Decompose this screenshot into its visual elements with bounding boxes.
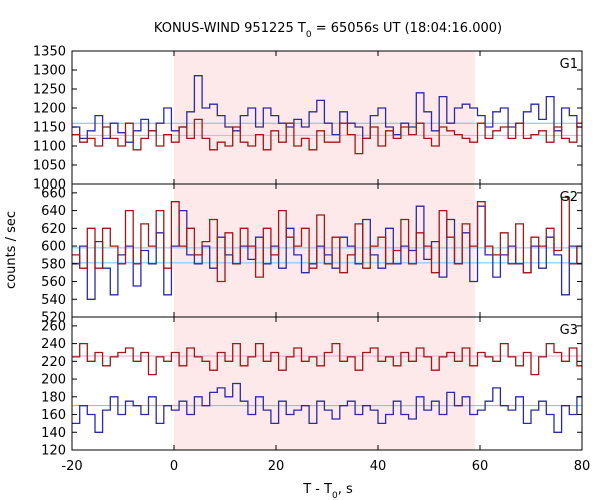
y-tick-label-G1-0: 1000 bbox=[33, 178, 66, 193]
series-G1-1 bbox=[72, 118, 582, 155]
y-tick-label-G1-6: 1300 bbox=[33, 64, 66, 79]
panel-label-G2: G2 bbox=[560, 190, 578, 205]
y-tick-label-G3-3: 180 bbox=[41, 390, 66, 405]
x-tick-label-0: -20 bbox=[61, 459, 82, 474]
y-tick-label-G2-7: 660 bbox=[41, 186, 66, 201]
chart-title: KONUS-WIND 951225 T0 = 65056s UT (18:04:… bbox=[154, 21, 502, 40]
y-tick-label-G2-0: 520 bbox=[41, 311, 66, 326]
series-G2-1 bbox=[72, 196, 582, 283]
series-G2-0 bbox=[72, 205, 582, 300]
y-tick-label-G1-4: 1200 bbox=[33, 102, 66, 117]
y-tick-label-G3-4: 200 bbox=[41, 373, 66, 388]
y-tick-label-G1-5: 1250 bbox=[33, 83, 66, 98]
panel-label-G3: G3 bbox=[560, 323, 578, 338]
y-tick-label-G3-0: 120 bbox=[41, 444, 66, 459]
y-tick-label-G3-2: 160 bbox=[41, 408, 66, 423]
y-tick-label-G2-3: 580 bbox=[41, 257, 66, 272]
y-tick-label-G2-1: 540 bbox=[41, 293, 66, 308]
y-tick-label-G1-1: 1050 bbox=[33, 159, 66, 174]
x-tick-label-4: 60 bbox=[472, 459, 489, 474]
y-tick-label-G1-3: 1150 bbox=[33, 121, 66, 136]
y-tick-label-G3-6: 240 bbox=[41, 337, 66, 352]
y-tick-label-G2-4: 600 bbox=[41, 240, 66, 255]
y-tick-label-G2-2: 560 bbox=[41, 275, 66, 290]
y-tick-label-G3-1: 140 bbox=[41, 426, 66, 441]
x-tick-label-2: 20 bbox=[268, 459, 285, 474]
y-tick-label-G2-6: 640 bbox=[41, 204, 66, 219]
y-tick-label-G2-5: 620 bbox=[41, 222, 66, 237]
x-tick-label-3: 40 bbox=[370, 459, 387, 474]
x-axis-label: T - T0, s bbox=[302, 482, 353, 500]
x-tick-label-1: 0 bbox=[170, 459, 178, 474]
series-G3-0 bbox=[72, 382, 582, 433]
panel-frame-G3 bbox=[71, 316, 583, 451]
series-G3-1 bbox=[72, 342, 582, 376]
panel-label-G1: G1 bbox=[560, 57, 578, 72]
y-axis-label: counts / sec bbox=[4, 211, 19, 289]
y-tick-label-G3-7: 260 bbox=[41, 319, 66, 334]
y-tick-label-G3-5: 220 bbox=[41, 355, 66, 370]
series-G1-0 bbox=[72, 75, 582, 143]
x-tick-label-5: 80 bbox=[574, 459, 591, 474]
plot-area: 10001050110011501200125013001350G1520540… bbox=[33, 45, 590, 475]
y-tick-label-G1-2: 1100 bbox=[33, 140, 66, 155]
y-tick-label-G1-7: 1350 bbox=[33, 45, 66, 60]
